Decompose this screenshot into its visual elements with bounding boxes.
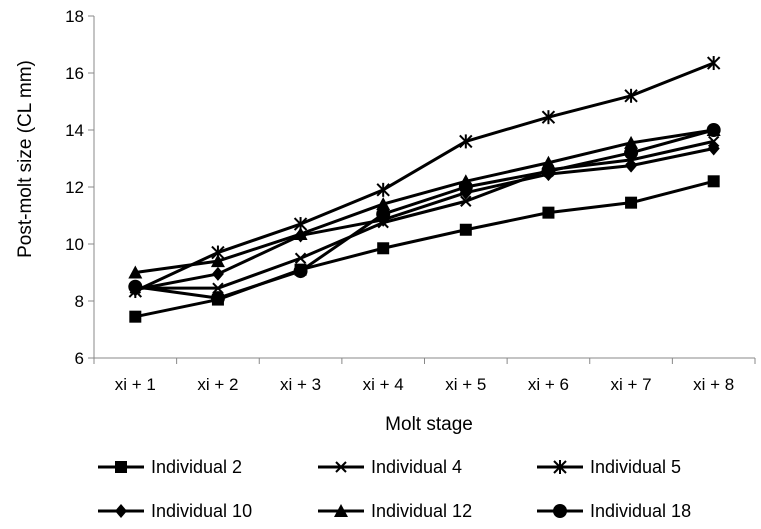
legend-label: Individual 12 <box>371 501 472 521</box>
legend-item-individual-4: Individual 4 <box>318 457 462 477</box>
y-tick-label: 10 <box>65 235 84 254</box>
marker-stroke <box>707 135 720 148</box>
legend-marker <box>334 504 348 517</box>
legend-label: Individual 4 <box>371 457 462 477</box>
series-line-individual-4 <box>135 139 715 290</box>
legend-marker <box>553 504 567 518</box>
y-tick-label: 8 <box>75 292 84 311</box>
legend-marker <box>335 461 347 473</box>
data-point-individual-18 <box>541 164 556 179</box>
y-tick-label: 6 <box>75 349 84 368</box>
data-point-individual-4 <box>294 252 307 264</box>
data-point-individual-5 <box>459 134 473 149</box>
legend-item-individual-2: Individual 2 <box>98 457 242 477</box>
legend: Individual 2 Individual 4 Individual 5 Indi… <box>98 457 691 521</box>
data-point-individual-12 <box>210 254 225 268</box>
data-point-individual-12 <box>376 197 391 211</box>
marker-stroke <box>460 195 472 207</box>
data-point-individual-2 <box>129 310 142 323</box>
y-tick-label: 12 <box>65 178 84 197</box>
y-tick-label: 18 <box>65 7 84 26</box>
data-point-individual-5 <box>706 56 721 71</box>
legend-marker <box>115 461 127 473</box>
data-point-individual-2 <box>625 196 638 209</box>
series-individual-18 <box>128 123 721 306</box>
data-point-individual-18 <box>458 180 473 194</box>
x-tick-label: xi + 4 <box>363 375 404 394</box>
x-tick-label: xi + 3 <box>280 375 321 394</box>
data-point-individual-12 <box>128 265 143 279</box>
legend-label: Individual 5 <box>590 457 681 477</box>
data-point-individual-2 <box>459 223 472 236</box>
legend-item-individual-18: Individual 18 <box>537 501 691 521</box>
series-layer <box>128 56 721 323</box>
data-point-individual-2 <box>377 242 390 255</box>
data-point-individual-4 <box>212 282 224 294</box>
marker-stroke <box>212 282 224 294</box>
data-point-individual-2 <box>542 206 555 219</box>
series-line-individual-10 <box>135 147 714 292</box>
x-tick-label: xi + 2 <box>197 375 238 394</box>
y-tick-label: 16 <box>65 64 84 83</box>
data-point-individual-18 <box>624 145 639 160</box>
x-tick-label: xi + 5 <box>445 375 486 394</box>
marker-stroke <box>294 252 307 264</box>
legend-label: Individual 10 <box>151 501 252 521</box>
data-point-individual-10 <box>707 141 720 156</box>
data-point-individual-10 <box>625 158 638 173</box>
series-line-individual-12 <box>135 128 714 274</box>
legend-label: Individual 2 <box>151 457 242 477</box>
legend-marker <box>553 460 567 474</box>
legend-item-individual-12: Individual 12 <box>318 501 472 521</box>
legend-label: Individual 18 <box>590 501 691 521</box>
data-point-individual-12 <box>624 135 639 149</box>
data-point-individual-2 <box>707 175 720 188</box>
x-tick-label: xi + 1 <box>115 375 156 394</box>
data-point-individual-5 <box>541 110 556 125</box>
data-point-individual-18 <box>293 264 308 279</box>
legend-item-individual-10: Individual 10 <box>98 501 252 521</box>
data-point-individual-4 <box>707 135 720 148</box>
data-point-individual-4 <box>460 195 472 207</box>
data-point-individual-12 <box>293 227 308 241</box>
legend-marker <box>115 504 127 518</box>
data-point-individual-18 <box>376 207 391 222</box>
legend-item-individual-5: Individual 5 <box>537 457 681 477</box>
data-point-individual-18 <box>706 123 721 137</box>
data-point-individual-18 <box>210 291 225 306</box>
data-point-individual-5 <box>376 182 390 197</box>
x-tick-label: xi + 7 <box>611 375 652 394</box>
axes: 6 8 10 12 14 16 18 xi + 1 xi + 2 xi + 3 xi + 4 xi +… <box>65 7 756 394</box>
data-point-individual-5 <box>624 88 638 103</box>
data-point-individual-18 <box>128 279 143 294</box>
marker-stroke <box>335 461 347 473</box>
y-tick-label: 14 <box>65 121 84 140</box>
series-line-individual-5 <box>134 61 715 293</box>
y-axis-title: Post-molt size (CL mm) <box>15 60 36 258</box>
x-axis-title: Molt stage <box>385 414 473 435</box>
x-tick-label: xi + 8 <box>693 375 734 394</box>
x-tick-label: xi + 6 <box>528 375 569 394</box>
series-line-individual-18 <box>135 128 715 300</box>
data-point-individual-10 <box>211 266 224 281</box>
